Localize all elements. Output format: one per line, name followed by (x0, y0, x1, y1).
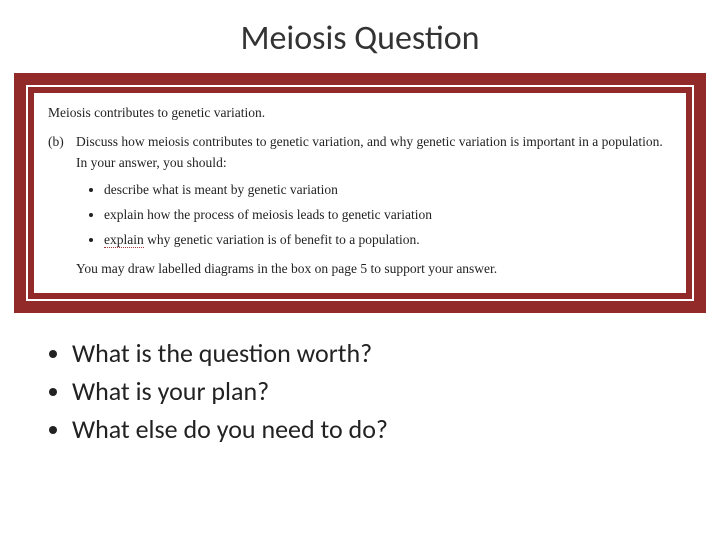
question-stem: Meiosis contributes to genetic variation… (48, 103, 672, 124)
part-body: Discuss how meiosis contributes to genet… (76, 132, 672, 280)
question-paper: Meiosis contributes to genetic variation… (34, 93, 686, 293)
closing-note: You may draw labelled diagrams in the bo… (76, 259, 672, 280)
subpoint: describe what is meant by genetic variat… (104, 180, 672, 201)
slide-title: Meiosis Question (0, 0, 720, 73)
bullet-item: What else do you need to do? (72, 413, 720, 445)
bullet-item: What is your plan? (72, 375, 720, 407)
subpoint: explain why genetic variation is of bene… (104, 230, 672, 251)
dotted-word: explain (104, 232, 144, 248)
subpoint-list: describe what is meant by genetic variat… (76, 180, 672, 251)
question-inner-border: Meiosis contributes to genetic variation… (26, 85, 694, 301)
question-part: (b) Discuss how meiosis contributes to g… (48, 132, 672, 280)
discussion-bullets: What is the question worth? What is your… (48, 337, 720, 445)
part-label: (b) (48, 132, 76, 153)
subpoint-rest: why genetic variation is of benefit to a… (144, 232, 420, 247)
bullet-item: What is the question worth? (72, 337, 720, 369)
question-frame: Meiosis contributes to genetic variation… (14, 73, 706, 313)
part-lead: Discuss how meiosis contributes to genet… (76, 132, 672, 174)
subpoint: explain how the process of meiosis leads… (104, 205, 672, 226)
